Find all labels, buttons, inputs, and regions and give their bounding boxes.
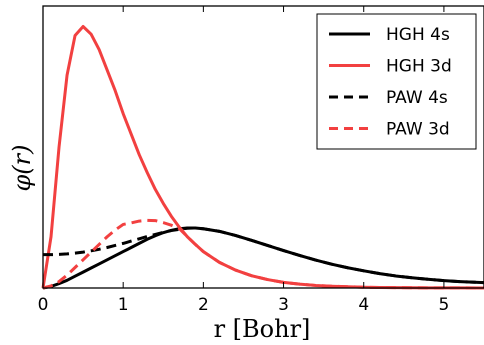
series-line-paw-4s: [43, 226, 484, 285]
x-tick-label: 0: [38, 295, 49, 315]
legend-frame: [316, 13, 477, 150]
x-axis-label: r [Bohr]: [214, 315, 311, 343]
legend-label: PAW 4s: [386, 88, 448, 108]
x-tick-label: 2: [198, 295, 209, 315]
legend-label: PAW 3d: [386, 120, 450, 140]
x-tick-label: 3: [278, 295, 289, 315]
legend-label: HGH 4s: [386, 25, 450, 45]
legend-label: HGH 3d: [386, 57, 452, 77]
x-tick-label: 5: [438, 295, 449, 315]
x-tick-label: 4: [358, 295, 369, 315]
y-axis-label: φ(r): [8, 144, 36, 191]
plot-frame: [42, 5, 484, 289]
legend: HGH 4s HGH 3d PAW 4s PAW 3d: [316, 13, 477, 150]
x-tick-label: 1: [118, 295, 129, 315]
x-ticks: 0 1 2 3 4 5: [38, 6, 449, 315]
